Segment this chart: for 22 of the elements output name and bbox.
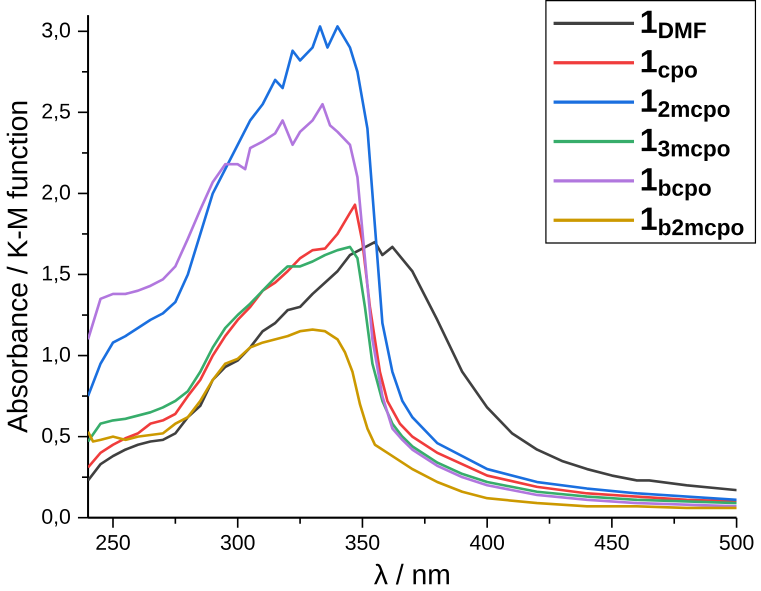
y-tick-label: 2,0 (42, 184, 70, 202)
x-tick-label: 300 (220, 534, 255, 550)
legend-label: 1$_{2mcpo}$ (642, 89, 730, 122)
y-tick-label: 0,5 (42, 428, 70, 446)
x-tick-label: 250 (96, 534, 130, 550)
x-tick-label: 450 (594, 534, 629, 550)
legend-label: 1$_{cpo}$ (642, 50, 697, 82)
y-tick-label: 2,5 (42, 103, 70, 121)
y-tick-label: 0,0 (42, 508, 70, 526)
x-tick-label: 400 (470, 534, 504, 550)
y-tick-label: 3,0 (42, 22, 70, 40)
y-axis-title: Absorbance / K-M function (6, 102, 28, 433)
y-tick-label: 1,0 (42, 346, 70, 364)
legend-label: 1$_{b2mcpo}$ (642, 207, 744, 240)
x-tick-label: 500 (720, 534, 754, 550)
x-tick-label: 350 (346, 534, 380, 550)
legend-label: 1$_{3mcpo}$ (642, 128, 730, 161)
legend-label: 1$_{bcpo}$ (642, 168, 711, 200)
x-axis-title: λ / nm (374, 564, 449, 584)
legend-label: 1$_{DMF}$ (642, 10, 706, 38)
line-series (88, 328, 737, 510)
y-tick-label: 1,5 (42, 266, 70, 284)
